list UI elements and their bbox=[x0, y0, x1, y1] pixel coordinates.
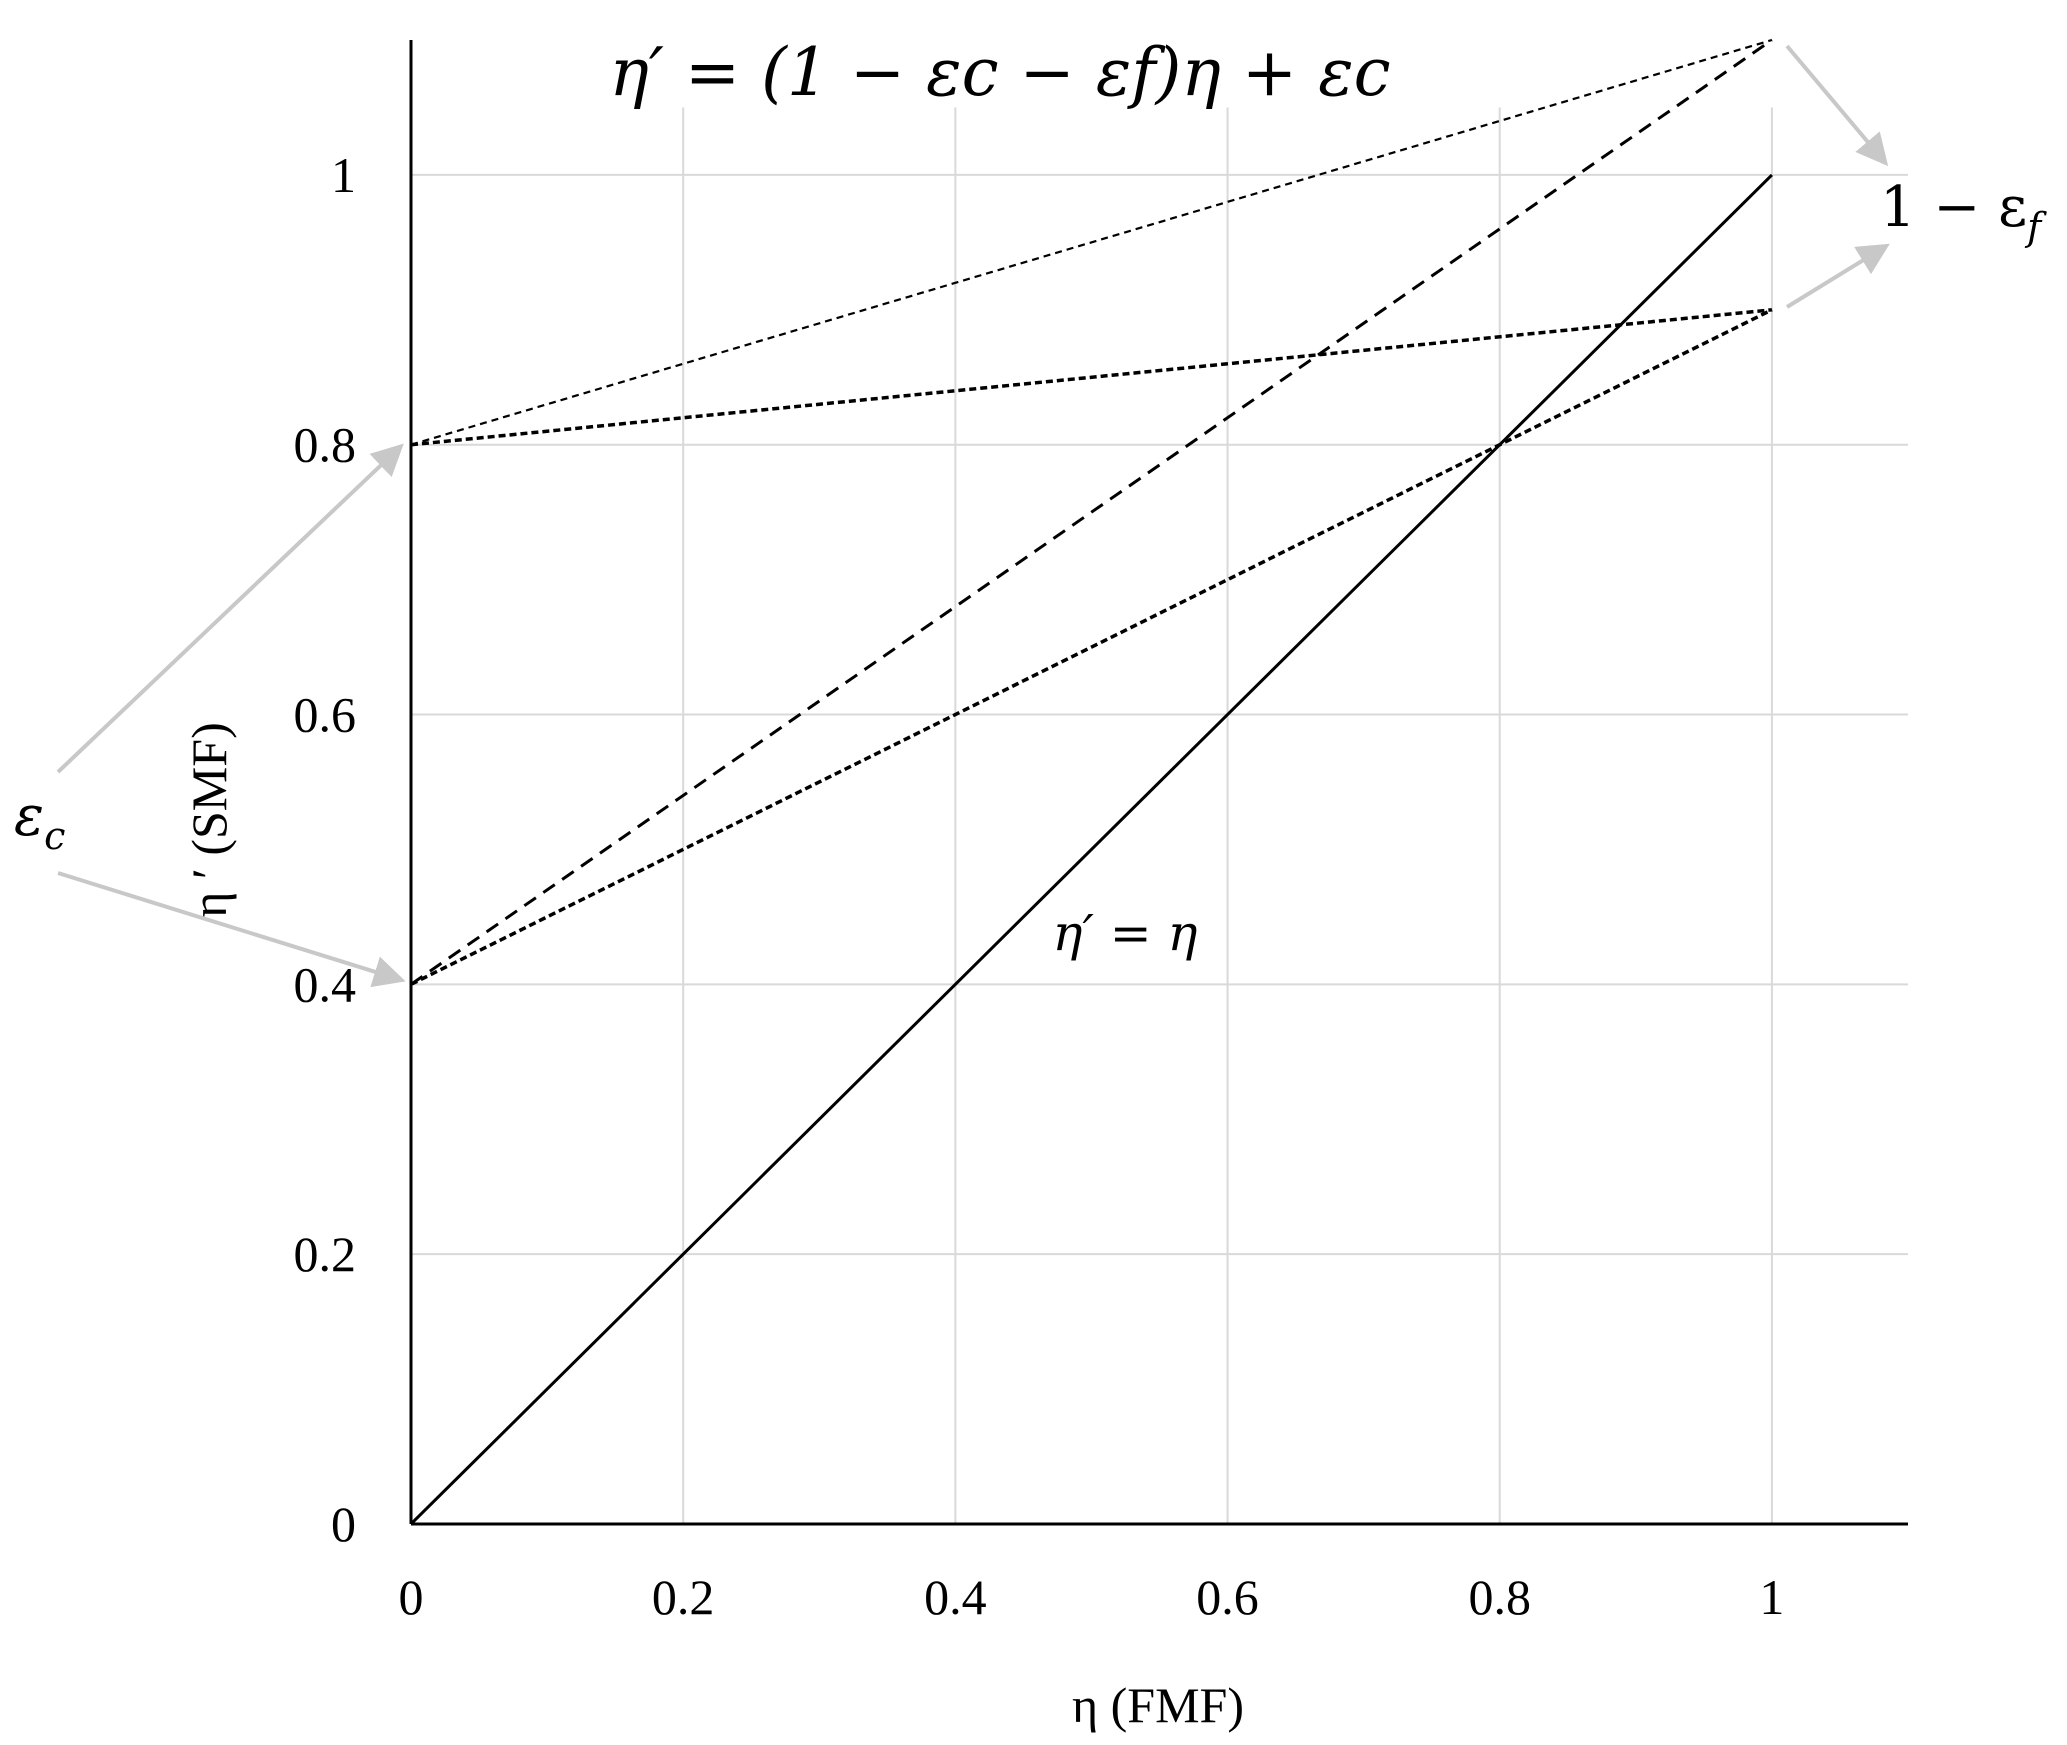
x-tick-label: 0.2 bbox=[652, 1569, 715, 1625]
y-tick-label: 0.8 bbox=[294, 417, 357, 473]
eps-f-arrow-upper bbox=[1785, 44, 1889, 167]
y-tick-label: 0.2 bbox=[294, 1226, 357, 1282]
series-line-5 bbox=[410, 308, 1773, 447]
y-tick-label: 0.4 bbox=[294, 956, 357, 1012]
x-tick-label: 1 bbox=[1759, 1569, 1784, 1625]
x-tick-labels: 0 0.2 0.4 0.6 0.8 1 bbox=[399, 1569, 1785, 1625]
grid-lines bbox=[411, 107, 1908, 1524]
chart-title: η′ = (1 − εc − εf)η + εc bbox=[609, 34, 1390, 111]
y-tick-label: 1 bbox=[331, 147, 356, 203]
identity-line-label: η′ = η bbox=[1053, 904, 1198, 962]
x-tick-label: 0 bbox=[399, 1569, 424, 1625]
y-tick-label: 0.6 bbox=[294, 687, 357, 743]
eps-f-arrow-lower bbox=[1785, 243, 1890, 309]
x-tick-label: 0.8 bbox=[1468, 1569, 1531, 1625]
x-axis-label: η (FMF) bbox=[1072, 1677, 1244, 1733]
series-group bbox=[409, 38, 1773, 1526]
series-line-1 bbox=[409, 173, 1773, 1526]
series-line-4 bbox=[410, 38, 1773, 446]
one-minus-eps-f-label: 1 − εf bbox=[1880, 175, 2047, 249]
eps-c-arrow-upper bbox=[56, 443, 404, 774]
series-line-3 bbox=[410, 308, 1773, 986]
x-tick-label: 0.4 bbox=[924, 1569, 987, 1625]
series-line-2 bbox=[410, 38, 1773, 986]
y-tick-labels: 0 0.2 0.4 0.6 0.8 1 bbox=[294, 147, 357, 1552]
eps-c-label: εc bbox=[14, 784, 65, 858]
y-axis-label: η ′ (SMF) bbox=[181, 722, 237, 917]
eps-c-arrow-lower bbox=[57, 871, 406, 988]
x-tick-label: 0.6 bbox=[1196, 1569, 1259, 1625]
y-tick-label: 0 bbox=[331, 1496, 356, 1552]
